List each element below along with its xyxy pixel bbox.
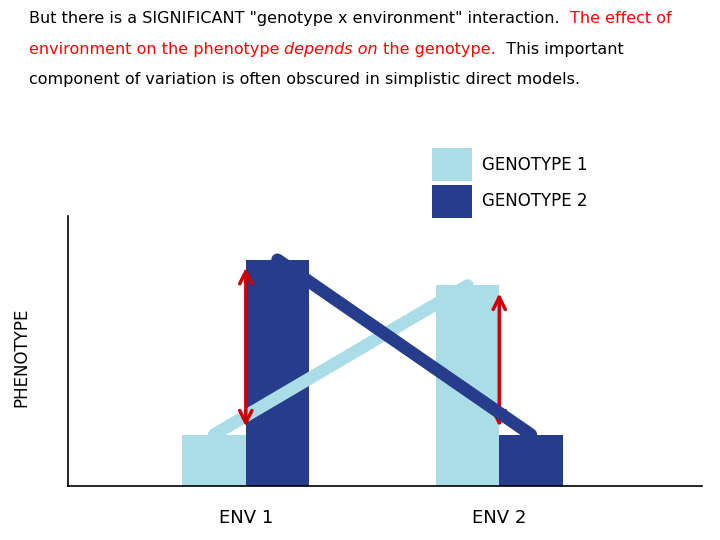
Text: GENOTYPE 1: GENOTYPE 1	[482, 156, 588, 174]
Bar	[246, 260, 309, 486]
Text: component of variation is often obscured in simplistic direct models.: component of variation is often obscured…	[29, 72, 580, 87]
Text: This important: This important	[496, 42, 624, 57]
Text: GENOTYPE 2: GENOTYPE 2	[482, 192, 588, 211]
Text: depends on: depends on	[284, 42, 378, 57]
Text: environment on the phenotype: environment on the phenotype	[29, 42, 284, 57]
Bar	[182, 435, 246, 486]
Text: the genotype.: the genotype.	[378, 42, 496, 57]
Text: The effect of: The effect of	[570, 11, 671, 26]
Bar	[436, 286, 499, 486]
Text: PHENOTYPE: PHENOTYPE	[12, 308, 30, 407]
Text: ENV 2: ENV 2	[472, 509, 526, 527]
Text: ENV 1: ENV 1	[219, 509, 273, 527]
Bar	[499, 435, 562, 486]
Text: But there is a SIGNIFICANT "genotype x environment" interaction.: But there is a SIGNIFICANT "genotype x e…	[29, 11, 570, 26]
